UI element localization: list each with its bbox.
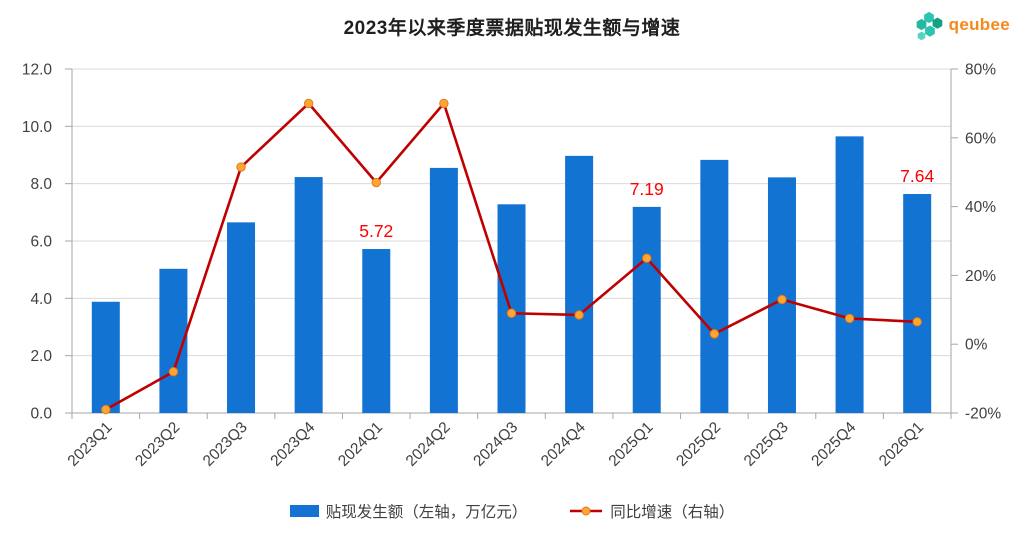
bar-data-label-2024Q1: 5.72 [359,221,393,241]
right-axis-label: 0% [965,337,988,354]
x-axis-label-2024Q4: 2024Q4 [538,419,589,470]
line-marker-2024Q2 [439,98,449,109]
line-marker-2025Q1 [642,253,652,263]
bar-2025Q1 [632,206,661,413]
x-axis-label-2023Q1: 2023Q1 [65,419,116,470]
right-axis-label: 40% [965,199,996,216]
x-axis-label-2025Q2: 2025Q2 [673,419,724,470]
left-axis-label: 4.0 [30,291,52,308]
qeubee-hexagon-icon [916,11,942,41]
line-series-swatch [570,506,603,516]
right-axis-label: 20% [965,268,996,285]
x-axis-label-2023Q3: 2023Q3 [200,419,251,470]
line-marker-2025Q2 [709,329,720,339]
combo-chart: 0.0 2.0 4.0 6.0 8.0 10.0 12.0 -20% 0% 20% 40% 60% 80… [22,62,1002,470]
x-axis-label-2026Q1: 2026Q1 [876,419,927,470]
legend-line-label: 同比增速（右轴） [610,504,735,521]
right-axis-label: 60% [965,130,996,147]
bar-data-label-2026Q1: 7.64 [900,166,934,186]
left-axis-label: 8.0 [30,176,52,193]
left-axis-label: 0.0 [30,406,52,423]
legend-item-line: 同比增速（右轴） [569,500,734,522]
line-marker-2023Q3 [236,162,246,172]
line-marker-2024Q1 [371,177,381,188]
x-axis-label-2024Q3: 2024Q3 [470,419,521,470]
x-axis-label-2024Q1: 2024Q1 [335,419,386,470]
bar-2024Q4 [565,155,594,414]
line-marker-2026Q1 [912,317,922,327]
bar-2023Q3 [227,222,256,413]
line-marker-2023Q4 [303,98,314,109]
bar-2023Q1 [91,301,120,413]
left-axis-label: 12.0 [22,62,53,79]
page-title: 2023年以来季度票据贴现发生额与增速 [343,18,681,39]
x-axis-label-2025Q4: 2025Q4 [808,419,859,470]
x-axis-label-2023Q2: 2023Q2 [132,419,183,470]
bar-data-label-2025Q1: 7.19 [630,179,664,199]
qeubee-logo: qeubee [914,9,1010,41]
left-axis-label: 10.0 [22,119,53,136]
x-axis-label-2025Q1: 2025Q1 [606,419,657,470]
bar-2025Q4 [835,136,864,413]
bar-2023Q4 [294,177,323,413]
legend-bar-label: 贴现发生额（左轴，万亿元） [325,504,528,521]
qeubee-logo-text: qeubee [948,15,1010,34]
line-marker-2024Q3 [506,308,517,318]
left-axis-label: 6.0 [30,234,52,251]
x-axis-label-2023Q4: 2023Q4 [267,419,318,470]
bar-2024Q1 [362,249,391,413]
line-marker-2024Q4 [574,310,584,320]
legend-item-bar: 贴现发生额（左轴，万亿元） [289,500,528,522]
line-marker-2023Q2 [168,367,179,377]
bar-2026Q1 [903,193,932,413]
x-axis-label-2024Q2: 2024Q2 [403,419,454,470]
line-marker-2025Q4 [844,313,855,324]
chart-legend: 贴现发生额（左轴，万亿元） 同比增速（右轴） [0,500,1024,522]
bar-2025Q2 [700,159,729,413]
line-marker-2025Q3 [777,294,787,305]
right-axis-label: -20% [965,406,1001,423]
line-marker-2023Q1 [101,404,111,415]
bar-2024Q2 [429,167,458,413]
right-axis-label: 80% [965,62,996,79]
bar-series-swatch [289,505,319,517]
left-axis-label: 2.0 [30,348,52,365]
x-axis-label-2025Q3: 2025Q3 [741,419,792,470]
